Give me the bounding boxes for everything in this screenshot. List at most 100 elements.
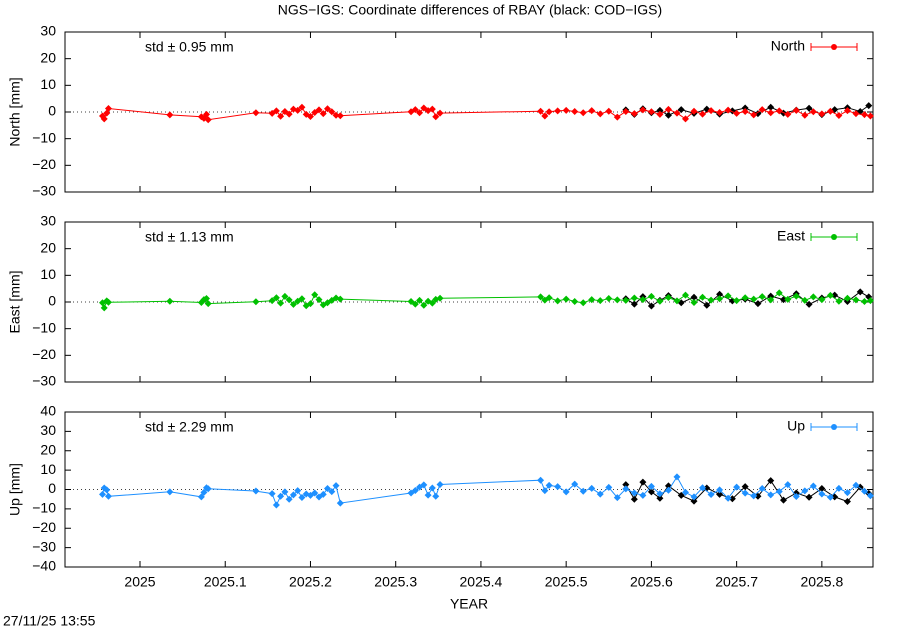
data-point	[677, 491, 685, 499]
data-point	[728, 495, 736, 503]
data-point	[579, 299, 587, 307]
data-point	[639, 478, 647, 486]
y-axis-label: Up [mm]	[7, 463, 23, 516]
data-point	[104, 298, 112, 306]
data-point	[792, 106, 800, 114]
data-point	[289, 300, 297, 308]
x-tick-label: 2025.6	[630, 574, 673, 590]
data-point	[541, 112, 549, 120]
data-point	[784, 110, 792, 118]
data-point	[809, 108, 817, 116]
data-point	[537, 107, 545, 115]
series-line	[102, 106, 871, 121]
data-point	[805, 104, 813, 112]
data-point	[767, 477, 775, 485]
data-point	[716, 290, 724, 298]
data-point	[562, 295, 570, 303]
data-point	[420, 301, 428, 309]
data-point	[767, 103, 775, 111]
legend-label: East	[777, 228, 805, 244]
data-point	[315, 106, 323, 114]
y-tick-label: −20	[32, 519, 56, 535]
data-point	[336, 295, 344, 303]
data-point	[436, 294, 444, 302]
data-point	[630, 300, 638, 308]
data-point	[733, 483, 741, 491]
data-point	[741, 489, 749, 497]
data-point	[707, 107, 715, 115]
data-point	[818, 485, 826, 493]
x-tick-label: 2025.4	[460, 574, 503, 590]
data-point	[537, 476, 545, 484]
data-point	[843, 498, 851, 506]
data-point	[758, 485, 766, 493]
data-point	[835, 297, 843, 305]
data-point	[716, 490, 724, 498]
x-tick-label: 2025.7	[715, 574, 758, 590]
data-point	[843, 489, 851, 497]
legend-label: Up	[787, 418, 805, 434]
y-tick-label: 10	[40, 76, 56, 92]
data-point	[272, 294, 280, 302]
data-point	[294, 487, 302, 495]
data-point	[545, 481, 553, 489]
data-point	[622, 481, 630, 489]
data-point	[204, 116, 212, 124]
data-point	[541, 487, 549, 495]
data-point	[336, 112, 344, 120]
data-point	[613, 494, 621, 502]
data-point	[792, 292, 800, 300]
data-point	[197, 493, 205, 501]
data-point	[277, 112, 285, 120]
data-point	[311, 291, 319, 299]
data-point	[703, 301, 711, 309]
data-point	[605, 107, 613, 115]
data-point	[826, 291, 834, 299]
data-point	[332, 482, 340, 490]
y-tick-label: −20	[32, 156, 56, 172]
data-point	[801, 111, 809, 119]
data-point	[411, 486, 419, 494]
legend-marker	[831, 424, 837, 430]
data-point	[716, 295, 724, 303]
data-point	[571, 297, 579, 305]
data-point	[100, 304, 108, 312]
data-point	[818, 490, 826, 498]
data-point	[596, 490, 604, 498]
y-tick-label: −40	[32, 558, 56, 574]
data-point	[562, 106, 570, 114]
data-point	[596, 297, 604, 305]
data-point	[758, 293, 766, 301]
data-point	[716, 109, 724, 117]
data-point	[801, 487, 809, 495]
data-point	[428, 484, 436, 492]
data-point	[432, 492, 440, 500]
data-point	[656, 110, 664, 118]
data-point	[866, 112, 874, 120]
data-point	[306, 300, 314, 308]
data-point	[639, 491, 647, 499]
data-point	[571, 107, 579, 115]
data-point	[805, 493, 813, 501]
data-point	[750, 492, 758, 500]
data-point	[741, 107, 749, 115]
data-point	[681, 488, 689, 496]
y-tick-label: 10	[40, 461, 56, 477]
y-tick-label: 20	[40, 239, 56, 255]
y-tick-label: 20	[40, 49, 56, 65]
y-tick-label: 40	[40, 403, 56, 419]
x-tick-label: 2025.1	[204, 574, 247, 590]
data-point	[103, 486, 111, 494]
timestamp: 27/11/25 13:55	[3, 613, 96, 629]
data-point	[298, 493, 306, 501]
data-point	[99, 490, 107, 498]
data-point	[750, 295, 758, 303]
data-point	[554, 297, 562, 305]
data-point	[754, 492, 762, 500]
data-point	[554, 483, 562, 491]
data-point	[805, 300, 813, 308]
data-point	[758, 106, 766, 114]
data-point	[298, 295, 306, 303]
data-point	[690, 299, 698, 307]
data-point	[852, 296, 860, 304]
